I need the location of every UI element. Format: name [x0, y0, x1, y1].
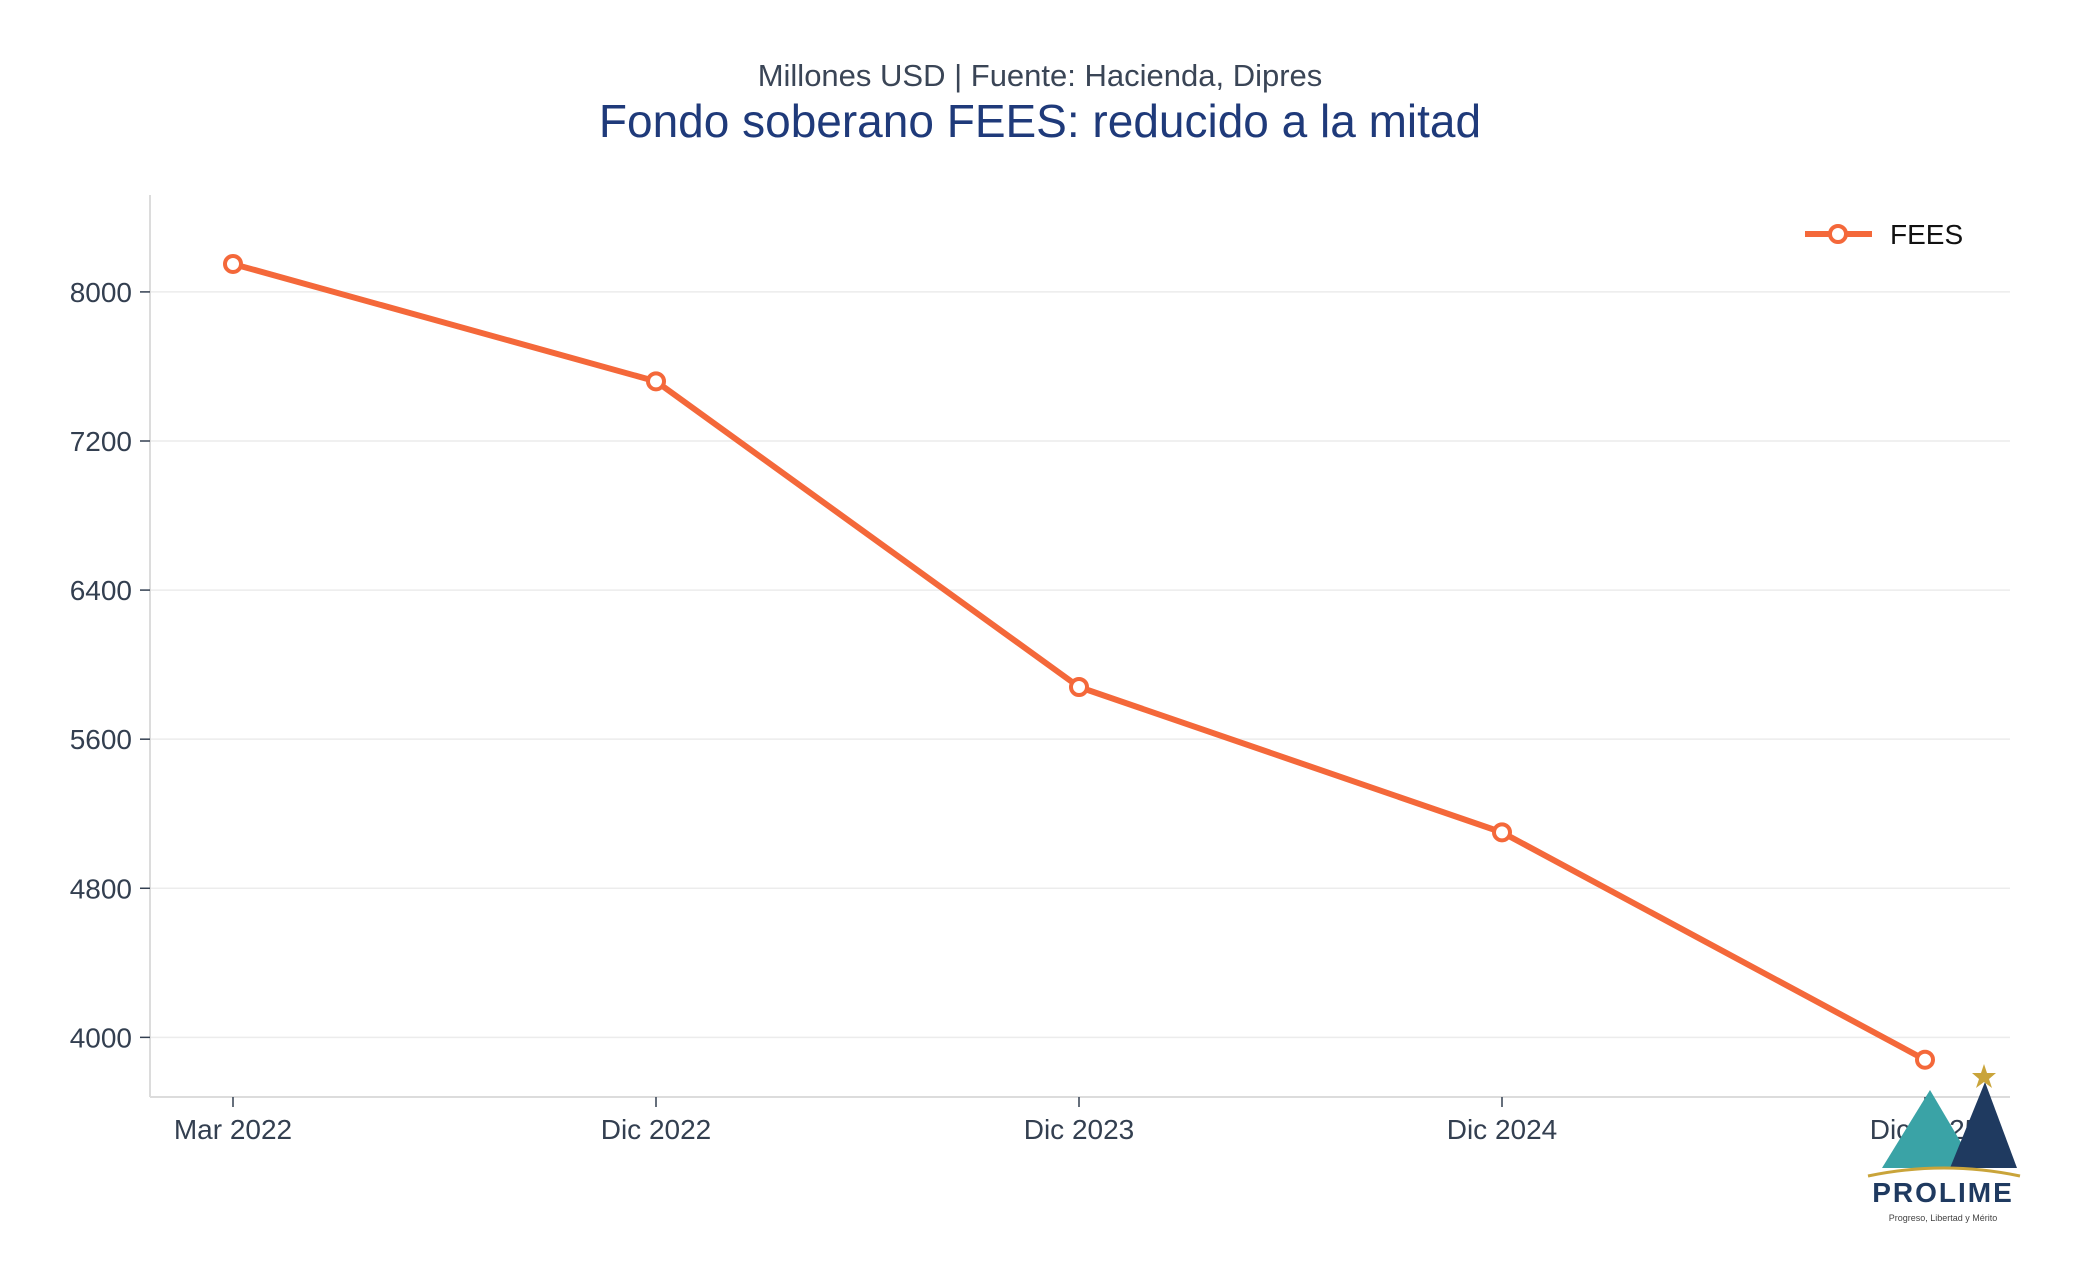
gridlines: [150, 291, 2010, 1039]
y-tick-label-4800: 4800: [70, 873, 132, 904]
legend-swatch-marker: [1828, 224, 1848, 244]
logo-mountain-teal: [1882, 1090, 1976, 1168]
x-tick-label-3: Dic 2024: [1447, 1114, 1558, 1145]
logo-mountain-navy: [1950, 1082, 2017, 1168]
chart-title: Fondo soberano FEES: reducido a la mitad: [599, 95, 1481, 147]
prolime-logo: PROLIME Progreso, Libertad y Mérito: [1867, 1064, 2021, 1223]
series-line-0: [230, 260, 1928, 1063]
data-point-0: [223, 253, 243, 274]
data-point-2: [1069, 677, 1089, 697]
logo-tagline: Progreso, Libertad y Mérito: [1889, 1213, 1998, 1223]
axes: [149, 195, 2010, 1098]
chart-subtitle: Millones USD | Fuente: Hacienda, Dipres: [758, 58, 1323, 93]
y-tick-label-8000: 8000: [70, 277, 132, 308]
data-point-1: [646, 371, 666, 392]
data-point-3: [1492, 822, 1512, 843]
series-fees: [223, 253, 1935, 1070]
y-tick-label-4000: 4000: [70, 1022, 132, 1053]
data-point-4: [1915, 1049, 1935, 1070]
y-tick-labels: 4000 4800 5600 6400 7200 8000: [70, 277, 150, 1053]
x-tick-label-1: Dic 2022: [601, 1114, 712, 1145]
y-tick-label-7200: 7200: [70, 426, 132, 457]
logo-wordmark: PROLIME: [1872, 1177, 2014, 1208]
legend-label-fees: FEES: [1890, 219, 1963, 250]
x-tick-label-2: Dic 2023: [1024, 1114, 1135, 1145]
logo-star-icon: [1972, 1064, 1996, 1088]
logo-arc: [1867, 1166, 2021, 1178]
legend: FEES: [1805, 219, 1963, 250]
y-tick-label-6400: 6400: [70, 575, 132, 606]
y-tick-label-5600: 5600: [70, 724, 132, 755]
x-tick-label-0: Mar 2022: [174, 1114, 292, 1145]
